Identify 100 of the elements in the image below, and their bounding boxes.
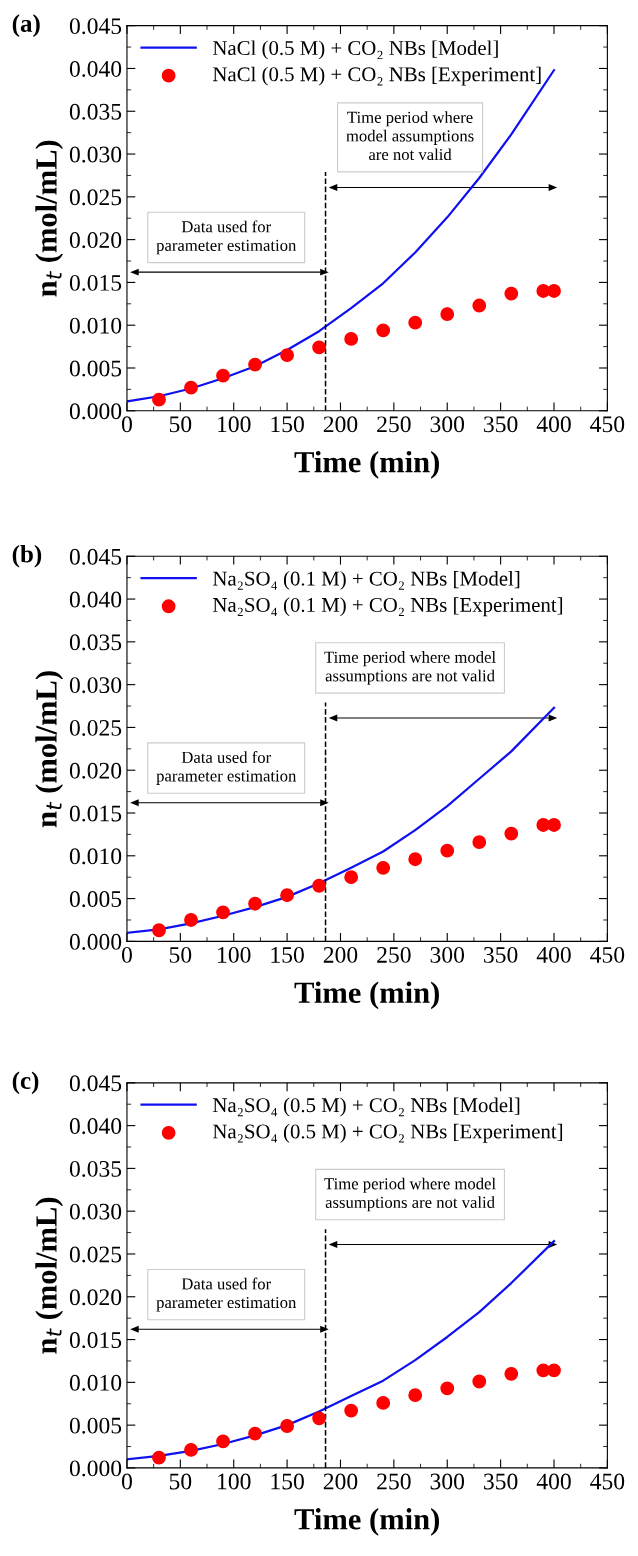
x-tick-label: 350 [484,1473,518,1490]
x-tick-label: 150 [271,946,304,963]
y-tick-label: 0.030 [69,677,122,694]
x-tick-label: 450 [590,946,625,963]
point [472,298,487,313]
x-tick-label: 100 [218,1473,251,1490]
point [472,835,487,850]
y-tick-label: 0.025 [69,189,122,206]
point [440,307,455,321]
y-tick-label: 0.020 [69,762,122,779]
point [312,878,327,893]
y-tick-label: 0.000 [69,1460,122,1477]
legend-label: Na₂SO₄ (0.1 M) + CO₂ NBs [Experiment] [212,597,563,617]
point [344,1403,359,1418]
point [408,1388,423,1403]
annotation: Time period where model assumptions are not valid [324,651,496,685]
point [184,913,198,927]
x-tick-label: 300 [430,1473,465,1490]
y-tick-label: 0.045 [69,548,122,565]
point [504,1366,519,1381]
annotation: Data used for parameter estimation [156,751,297,785]
point [504,286,519,301]
x-tick-label: 350 [484,946,518,963]
x-tick-label: 400 [536,1473,571,1490]
point [408,852,423,867]
point [376,860,391,875]
x-tick-label: 0 [121,946,132,963]
y-tick-label: 0.030 [69,1203,122,1220]
point [184,380,198,395]
point [472,1374,487,1389]
x-tick-label: 250 [377,416,411,433]
x-tick-label: 150 [271,1473,304,1490]
y-tick-label: 0.010 [69,848,122,865]
y-tick-label: 0.020 [69,232,122,249]
x-tick-label: 50 [169,1473,192,1490]
y-tick-label: 0.010 [69,317,122,334]
annotation: Data used for parameter estimation [156,220,297,255]
point [376,1395,391,1410]
point [504,826,519,841]
x-tick-label: 450 [590,416,625,433]
x-tick-label: 100 [218,946,251,963]
point [312,1411,327,1426]
y-tick-label: 0.010 [69,1374,122,1391]
x-tick-label: 200 [323,416,358,433]
chart-title: (b) [12,544,42,568]
x-tick-label: 300 [430,946,465,963]
x-tick-label: 250 [377,946,411,963]
x-tick-label: 400 [536,946,571,963]
point [248,1426,262,1441]
x-tick-label: 100 [218,416,251,433]
x-tick-label: 50 [169,946,192,963]
point [547,1363,561,1378]
x-tick-label: 50 [169,416,192,433]
point [248,896,262,911]
point [216,1434,230,1449]
y-tick-label: 0.015 [69,1332,122,1349]
point [440,843,455,858]
x-axis-title: Time (min) [294,981,439,1010]
point [344,870,359,885]
point [152,1450,166,1465]
y-tick-label: 0.005 [69,1417,122,1434]
x-tick-label: 200 [323,1473,358,1490]
x-tick-label: 350 [484,416,518,433]
y-tick-label: 0.000 [69,403,122,420]
annotation: Time period where model assumptions are not valid [324,1177,496,1212]
x-tick-label: 250 [377,1473,411,1490]
y-tick-label: 0.035 [69,1160,122,1177]
y-tick-label: 0.005 [69,891,122,908]
point [280,888,295,903]
legend-label: Na₂SO₄ (0.1 M) + CO₂ NBs [Model] [212,570,520,590]
x-tick-label: 150 [271,416,304,433]
chart-title: (a) [12,14,40,38]
y-tick-label: 0.040 [69,60,122,77]
x-tick-label: 400 [536,416,571,433]
y-tick-label: 0.045 [69,18,122,35]
point [216,905,230,920]
point [547,818,561,832]
annotation: Time period where model assumptions are not valid [346,111,474,161]
y-tick-label: 0.015 [69,274,122,291]
legend-label: Na₂SO₄ (0.5 M) + CO₂ NBs [Experiment] [212,1123,563,1143]
y-tick-label: 0.015 [69,805,122,822]
x-tick-label: 450 [590,1473,625,1490]
legend-label: NaCl (0.5 M) + CO₂ NBs [Model] [212,40,498,60]
x-tick-label: 0 [121,416,132,433]
y-tick-label: 0.040 [69,1118,122,1135]
y-tick-label: 0.025 [69,1246,122,1263]
y-tick-label: 0.030 [69,146,122,163]
y-tick-label: 0.005 [69,360,122,377]
point [184,1443,198,1457]
y-tick-label: 0.020 [69,1289,122,1306]
y-axis-title: n$_{t}$ (mol/mL) [35,140,64,297]
point [344,331,359,346]
point [280,1419,295,1433]
annotation: Data used for parameter estimation [156,1277,297,1312]
point [280,348,295,363]
y-axis-title: n$_{t}$ (mol/mL) [35,1197,64,1354]
legend-label: NaCl (0.5 M) + CO₂ NBs [Experiment] [212,66,541,86]
y-tick-label: 0.045 [69,1075,122,1092]
point [312,340,327,355]
x-axis-title: Time (min) [294,450,439,479]
